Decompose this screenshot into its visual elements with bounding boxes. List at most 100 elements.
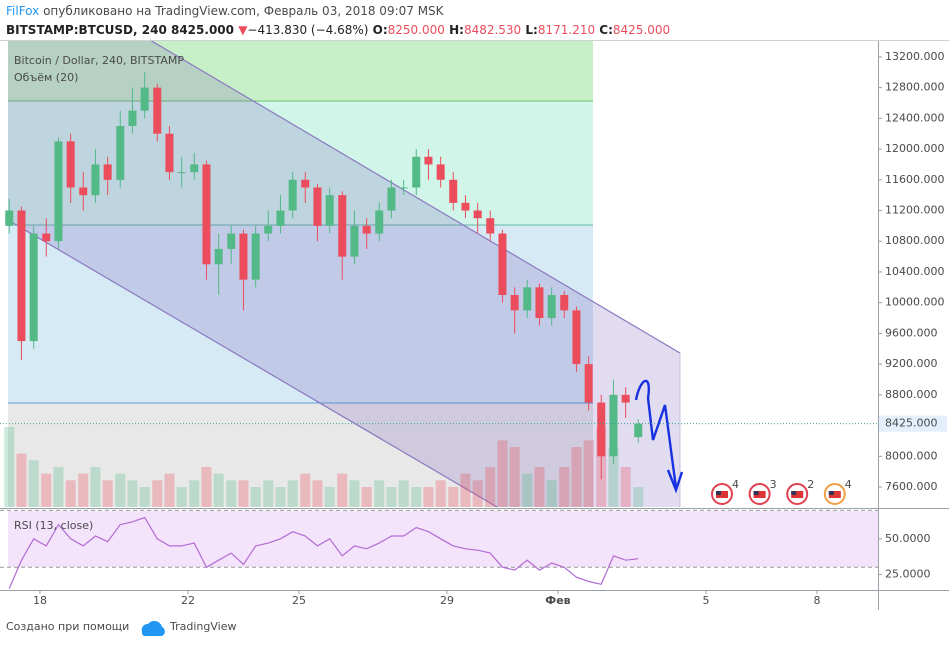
volume-bar (28, 460, 39, 507)
volume-bar (559, 467, 570, 507)
volume-bar (102, 480, 113, 507)
y-tick-label: 10000.000 (885, 296, 945, 309)
candle-body (325, 195, 334, 226)
ohlc-label: H: (449, 23, 464, 37)
hand-arrow (634, 379, 684, 494)
volume-bar (608, 447, 619, 507)
candle-body (362, 225, 371, 234)
drawings (7, 39, 878, 567)
volume-bar (472, 480, 483, 507)
zone (8, 225, 593, 403)
volume-bar (571, 447, 582, 507)
candle-body (498, 233, 507, 296)
candle-body (288, 179, 297, 211)
x-tick-label: 8 (813, 594, 820, 607)
volume-bar (448, 487, 459, 507)
y-tick-label: 12000.000 (885, 142, 945, 155)
volume-bar (115, 473, 126, 507)
volume-bar (16, 453, 27, 507)
volume-bar (78, 473, 89, 507)
volume-bar (349, 480, 360, 507)
y-tick-label: 9200.000 (885, 357, 938, 370)
ohlc-label: C: (599, 23, 613, 37)
volume-bar (312, 480, 323, 507)
volume-bar (41, 473, 52, 507)
ohlc-value: 8425.000 (613, 23, 670, 37)
footer-text: Создано при помощи (6, 620, 129, 633)
candle-body (399, 187, 408, 189)
candle-body (461, 202, 470, 211)
event-flag (716, 491, 728, 498)
volume-bar (386, 487, 397, 507)
event-flag (828, 491, 834, 495)
y-tick-label: 8000.000 (885, 449, 938, 462)
candle-body (449, 179, 458, 203)
volume-bar (522, 473, 533, 507)
y-tick-label: 10400.000 (885, 265, 945, 278)
volume-bar (435, 480, 446, 507)
candle-body (436, 164, 445, 180)
author[interactable]: FilFox (6, 4, 39, 18)
y-tick-label: 13200.000 (885, 50, 945, 63)
volume-bar (374, 480, 385, 507)
volume-bar (213, 473, 224, 507)
ohlc-value: 8171.210 (538, 23, 595, 37)
candle-body (227, 233, 236, 249)
volume-bar (127, 480, 138, 507)
ohlc-label: L: (525, 23, 537, 37)
candle-body (572, 310, 581, 365)
rsi-band (8, 511, 878, 567)
zone (8, 40, 593, 101)
event-flag (791, 491, 797, 495)
volume-bar (164, 473, 175, 507)
candle-body (523, 287, 532, 311)
event-count: 4 (845, 478, 852, 491)
channel-line (7, 219, 498, 508)
candle-body (473, 210, 482, 219)
candle-body (486, 218, 495, 234)
candle-body (91, 164, 100, 196)
volume-bar (238, 480, 249, 507)
zone (8, 101, 593, 225)
event-flag (828, 491, 841, 498)
marks: 13200.000 12800.000 12400.000 12000.000 1160… (0, 50, 947, 607)
volume-legend: Объём (20) (14, 71, 78, 84)
candle-body (190, 164, 199, 173)
ohlc-value: 8250.000 (388, 23, 445, 37)
y-tick-label: 9600.000 (885, 326, 938, 339)
volume-bar (534, 467, 545, 507)
symbol-line: BITSTAMP:BTCUSD, 240 8425.000 ▼−413.830 … (6, 23, 670, 37)
candle-body (350, 225, 359, 257)
volume-bar (509, 447, 520, 507)
candle-body (153, 87, 162, 134)
candle-body (42, 233, 51, 242)
candle-body (634, 423, 643, 438)
volume-bar (250, 487, 261, 507)
volume-bar (633, 487, 644, 507)
footer-brand[interactable]: TradingView (169, 620, 236, 633)
logo (141, 620, 165, 636)
candle-body (116, 126, 125, 180)
last: 8425.000 (171, 23, 234, 37)
candle-body (140, 87, 149, 111)
candle-body (547, 295, 556, 319)
candle-body (412, 156, 421, 188)
candle-body (17, 210, 26, 342)
candle-body (177, 172, 186, 174)
volume-bar (485, 467, 496, 507)
volume-bar (65, 480, 76, 507)
zone (8, 403, 593, 507)
volume-bar (287, 480, 298, 507)
event-count: 2 (807, 478, 814, 491)
change: −413.830 (−4.68%) (247, 23, 368, 37)
event-flag (753, 491, 759, 495)
volume-bar (53, 467, 64, 507)
axes (0, 40, 949, 610)
y-tick-label: 11200.000 (885, 204, 945, 217)
ohlc-value: 8482.530 (464, 23, 521, 37)
channel-line (149, 39, 681, 354)
volume-bar (4, 427, 15, 507)
volume-bar (176, 487, 187, 507)
y-tick-label: 25.0000 (885, 567, 931, 580)
